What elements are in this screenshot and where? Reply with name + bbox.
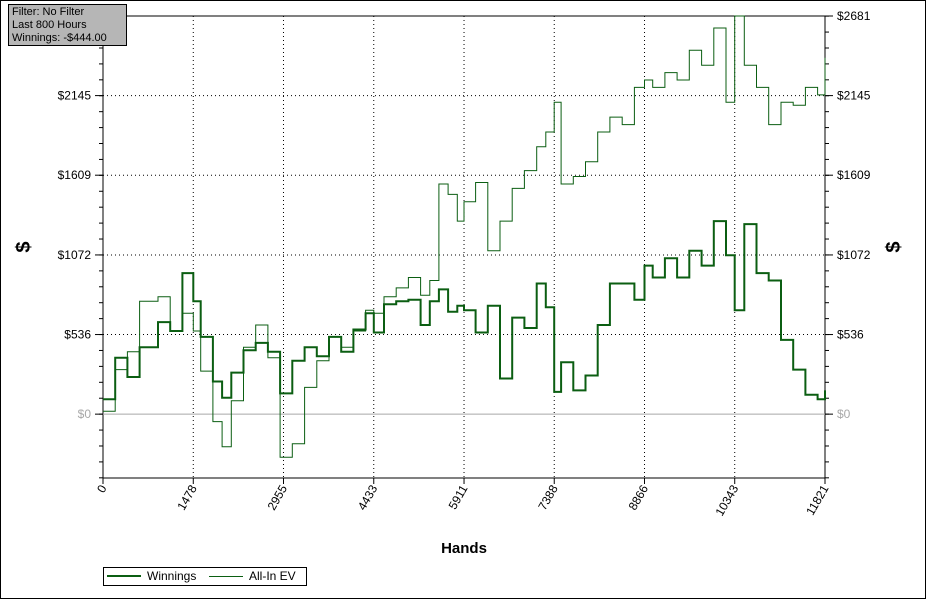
series-line-winnings (103, 220, 826, 401)
y-tick-label-right: $536 (837, 328, 864, 342)
period-text: Last 800 Hours (12, 19, 87, 31)
x-tick-label: 4433 (355, 482, 381, 512)
y-tick-label-right: $1072 (837, 248, 871, 262)
winnings-summary: Winnings: -$444.00 (12, 32, 107, 44)
x-tick-label: 7388 (535, 482, 561, 512)
y-tick-label-right: $0 (837, 407, 851, 421)
chart-legend: Winnings All-In EV (103, 567, 307, 586)
legend-swatch-winnings (107, 575, 141, 577)
x-tick-label: 8866 (626, 482, 652, 512)
y-tick-label-right: $1609 (837, 168, 871, 182)
x-tick-label: 2955 (265, 482, 291, 512)
y-tick-label-left: $0 (78, 407, 92, 421)
y-tick-label-right: $2145 (837, 89, 871, 103)
legend-swatch-allin-ev (209, 575, 243, 577)
y-axis-title-right: $ (883, 241, 905, 252)
x-tick-label: 1478 (174, 482, 200, 512)
legend-label-winnings: Winnings (147, 569, 197, 583)
y-tick-label-left: $1609 (58, 168, 92, 182)
y-tick-label-right: $2681 (837, 9, 871, 23)
x-tick-label: 0 (94, 482, 110, 495)
series-line-allin-ev (103, 15, 826, 458)
x-tick-label: 11821 (803, 482, 832, 517)
y-tick-label-left: $536 (64, 328, 91, 342)
x-tick-label: 5911 (446, 482, 471, 512)
x-axis-title: Hands (441, 540, 487, 557)
legend-label-allin-ev: All-In EV (249, 569, 296, 583)
y-axis-title-left: $ (13, 241, 35, 252)
legend-item-winnings: Winnings (107, 569, 196, 583)
legend-item-allin-ev: All-In EV (209, 569, 296, 583)
x-tick-label: 10343 (713, 482, 742, 518)
filter-text: Filter: No Filter (12, 6, 85, 18)
filter-info-box: Filter: No Filter Last 800 Hours Winning… (8, 4, 127, 46)
y-tick-label-left: $1072 (58, 248, 92, 262)
y-tick-label-left: $2145 (58, 89, 92, 103)
